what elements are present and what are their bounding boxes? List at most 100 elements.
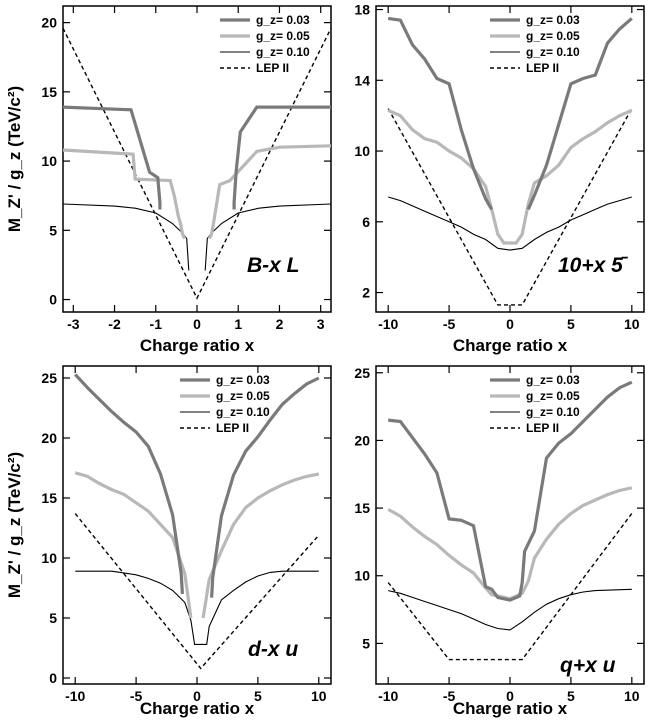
x-tick-label: 0	[193, 688, 201, 704]
series-line-lep-ii	[74, 513, 320, 670]
panel-label: B-x L	[247, 254, 300, 277]
y-tick-label: 0	[49, 292, 57, 308]
x-tick-label: -5	[443, 688, 456, 704]
y-tick-label: 15	[41, 490, 57, 506]
y-tick-label: 5	[362, 635, 370, 651]
axis-ticks: -10 -5 0 5 10 5 10 15 20 25	[354, 365, 644, 704]
series-lines	[387, 16, 633, 306]
legend-label: g_z= 0.10	[526, 405, 580, 419]
series-line-g-z-0-03	[526, 17, 633, 211]
legend-label: LEP II	[216, 421, 249, 435]
y-tick-label: 6	[362, 214, 370, 230]
x-tick-label: 1	[234, 316, 242, 332]
x-tick-label: -3	[67, 316, 80, 332]
y-tick-label: 0	[49, 670, 57, 686]
y-tick-label: 25	[354, 365, 370, 381]
legend: g_z= 0.03 g_z= 0.05 g_z= 0.10 LEP II	[180, 373, 270, 435]
x-axis-title: Charge ratio x	[453, 699, 568, 718]
plot-frame	[62, 365, 332, 685]
y-tick-label: 15	[354, 500, 370, 516]
series-line-g-z-0-10	[62, 203, 190, 271]
x-axis-title: Charge ratio x	[140, 699, 255, 718]
legend-label: LEP II	[526, 61, 559, 75]
y-tick-label: 10	[354, 568, 370, 584]
legend-label: g_z= 0.05	[256, 29, 310, 43]
y-tick-label: 10	[41, 153, 57, 169]
series-line-g-z-0-05	[387, 486, 633, 601]
y-tick-label: 5	[49, 222, 57, 238]
x-tick-label: -5	[130, 688, 143, 704]
legend: g_z= 0.03 g_z= 0.05 g_z= 0.10 LEP II	[220, 13, 310, 75]
x-tick-label: 0	[506, 688, 514, 704]
legend: g_z= 0.03 g_z= 0.05 g_z= 0.10 LEP II	[490, 373, 580, 435]
series-line-lep-ii	[387, 108, 633, 306]
x-axis-title: Charge ratio x	[453, 336, 568, 355]
y-tick-label: 20	[41, 15, 57, 31]
x-tick-label: 0	[506, 316, 514, 332]
series-lines	[74, 373, 320, 670]
x-tick-label: -10	[65, 688, 85, 704]
x-tick-label: 3	[317, 316, 325, 332]
series-lines	[387, 380, 633, 661]
series-line-g-z-0-03	[232, 105, 331, 210]
x-tick-label: 0	[193, 316, 201, 332]
series-line-g-z-0-03	[62, 105, 162, 210]
series-line-g-z-0-05	[62, 148, 187, 240]
series-line-g-z-0-03	[388, 380, 633, 602]
legend-label: g_z= 0.05	[526, 29, 580, 43]
axis-ticks: -10 -5 0 5 10 0 5 10 15 20 25	[41, 366, 331, 704]
y-tick-label: 20	[41, 430, 57, 446]
x-axis-title: Charge ratio x	[140, 336, 255, 355]
y-tick-label: 15	[41, 84, 57, 100]
series-line-g-z-0-10	[204, 203, 332, 271]
y-tick-label: 14	[354, 72, 370, 88]
legend-label: LEP II	[526, 421, 559, 435]
y-tick-label: 25	[41, 370, 57, 386]
series-line-g-z-0-05	[387, 108, 633, 245]
x-tick-label: -10	[378, 316, 398, 332]
series-lines	[62, 27, 332, 300]
legend-label: g_z= 0.03	[526, 373, 580, 387]
series-line-g-z-0-05	[201, 472, 320, 619]
legend-label: g_z= 0.10	[216, 405, 270, 419]
panel-label: 10+x 5̄	[558, 254, 629, 277]
legend-label: g_z= 0.05	[526, 389, 580, 403]
y-tick-label: 18	[354, 2, 370, 18]
x-tick-label: 2	[276, 316, 284, 332]
y-tick-label: 20	[354, 432, 370, 448]
x-tick-label: -2	[108, 316, 121, 332]
y-tick-label: 10	[354, 143, 370, 159]
x-tick-label: -5	[443, 316, 456, 332]
series-line-lep-ii	[62, 27, 332, 300]
x-tick-label: 5	[567, 688, 575, 704]
legend-label: LEP II	[256, 61, 289, 75]
x-tick-label: 5	[254, 688, 262, 704]
legend-label: g_z= 0.03	[216, 373, 270, 387]
legend-label: g_z= 0.03	[526, 13, 580, 27]
series-line-g-z-0-03	[74, 373, 184, 595]
panel-label: q+x u	[560, 654, 616, 677]
x-tick-label: 10	[624, 688, 640, 704]
y-tick-label: 10	[41, 550, 57, 566]
legend: g_z= 0.03 g_z= 0.05 g_z= 0.10 LEP II	[490, 13, 580, 75]
panel-label: d-x u	[248, 638, 298, 661]
legend-label: g_z= 0.10	[256, 45, 310, 59]
legend-label: g_z= 0.03	[256, 13, 310, 27]
x-tick-label: 10	[624, 316, 640, 332]
series-line-lep-ii	[387, 513, 633, 661]
legend-label: g_z= 0.05	[216, 389, 270, 403]
plot-frame	[375, 365, 645, 685]
x-tick-label: -10	[378, 688, 398, 704]
legend-label: g_z= 0.10	[526, 45, 580, 59]
series-line-g-z-0-03	[210, 376, 320, 598]
axis-ticks: -3 -2 -1 0 1 2 3 0 5 10 15 20	[41, 6, 331, 332]
series-line-g-z-0-03	[387, 16, 494, 211]
axis-ticks: -10 -5 0 5 10 2 6 10 14 18	[354, 2, 644, 332]
series-line-g-z-0-05	[74, 471, 193, 619]
x-tick-label: 10	[311, 688, 327, 704]
series-line-g-z-0-10	[388, 588, 632, 631]
